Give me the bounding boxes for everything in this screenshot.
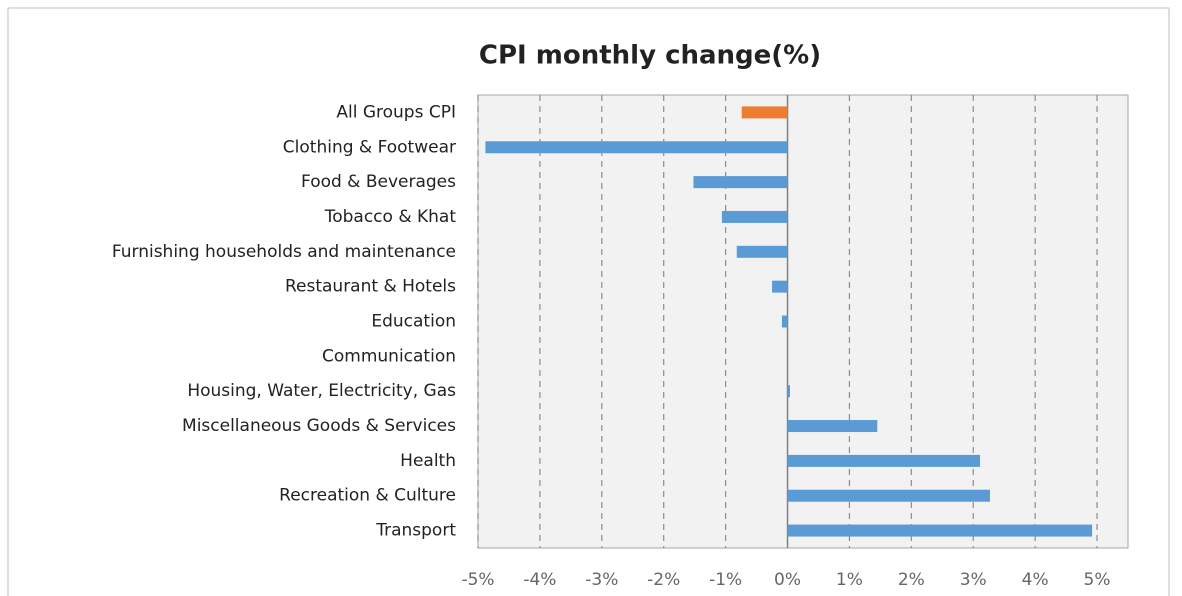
- y-tick-label: Food & Beverages: [301, 172, 456, 192]
- x-tick-label: 0%: [774, 570, 801, 590]
- y-tick-label: Clothing & Footwear: [283, 137, 456, 157]
- bar: [787, 454, 981, 467]
- y-tick-label: Furnishing households and maintenance: [112, 242, 456, 262]
- plot-area: [477, 94, 1129, 549]
- bar: [485, 141, 788, 154]
- y-tick-label: Recreation & Culture: [279, 486, 456, 506]
- y-tick-label: Restaurant & Hotels: [285, 277, 456, 297]
- x-tick-label: -1%: [709, 570, 742, 590]
- y-tick-label: Tobacco & Khat: [324, 207, 457, 227]
- bar: [787, 420, 878, 433]
- bar: [772, 280, 788, 293]
- bar: [787, 489, 990, 502]
- y-tick-label: Housing, Water, Electricity, Gas: [187, 381, 456, 401]
- y-tick-label: Education: [371, 312, 456, 332]
- y-tick-label: Miscellaneous Goods & Services: [182, 416, 456, 436]
- bar: [787, 524, 1093, 537]
- y-tick-label: Communication: [322, 346, 456, 366]
- x-tick-label: 2%: [898, 570, 925, 590]
- bar: [693, 176, 788, 189]
- bar: [721, 210, 788, 223]
- y-tick-label: Health: [400, 451, 456, 471]
- x-tick-label: -5%: [461, 570, 494, 590]
- chart-title: CPI monthly change(%): [479, 41, 821, 71]
- x-tick-label: 5%: [1084, 570, 1111, 590]
- bar: [736, 245, 788, 258]
- bar: [781, 315, 788, 328]
- bar: [741, 106, 788, 119]
- y-tick-label: All Groups CPI: [336, 102, 456, 122]
- x-tick-label: -2%: [647, 570, 680, 590]
- x-tick-label: 1%: [836, 570, 863, 590]
- bar: [787, 385, 790, 398]
- x-tick-label: 3%: [960, 570, 987, 590]
- x-tick-label: -3%: [585, 570, 618, 590]
- x-tick-label: -4%: [523, 570, 556, 590]
- y-tick-label: Transport: [375, 521, 456, 541]
- x-tick-label: 4%: [1022, 570, 1049, 590]
